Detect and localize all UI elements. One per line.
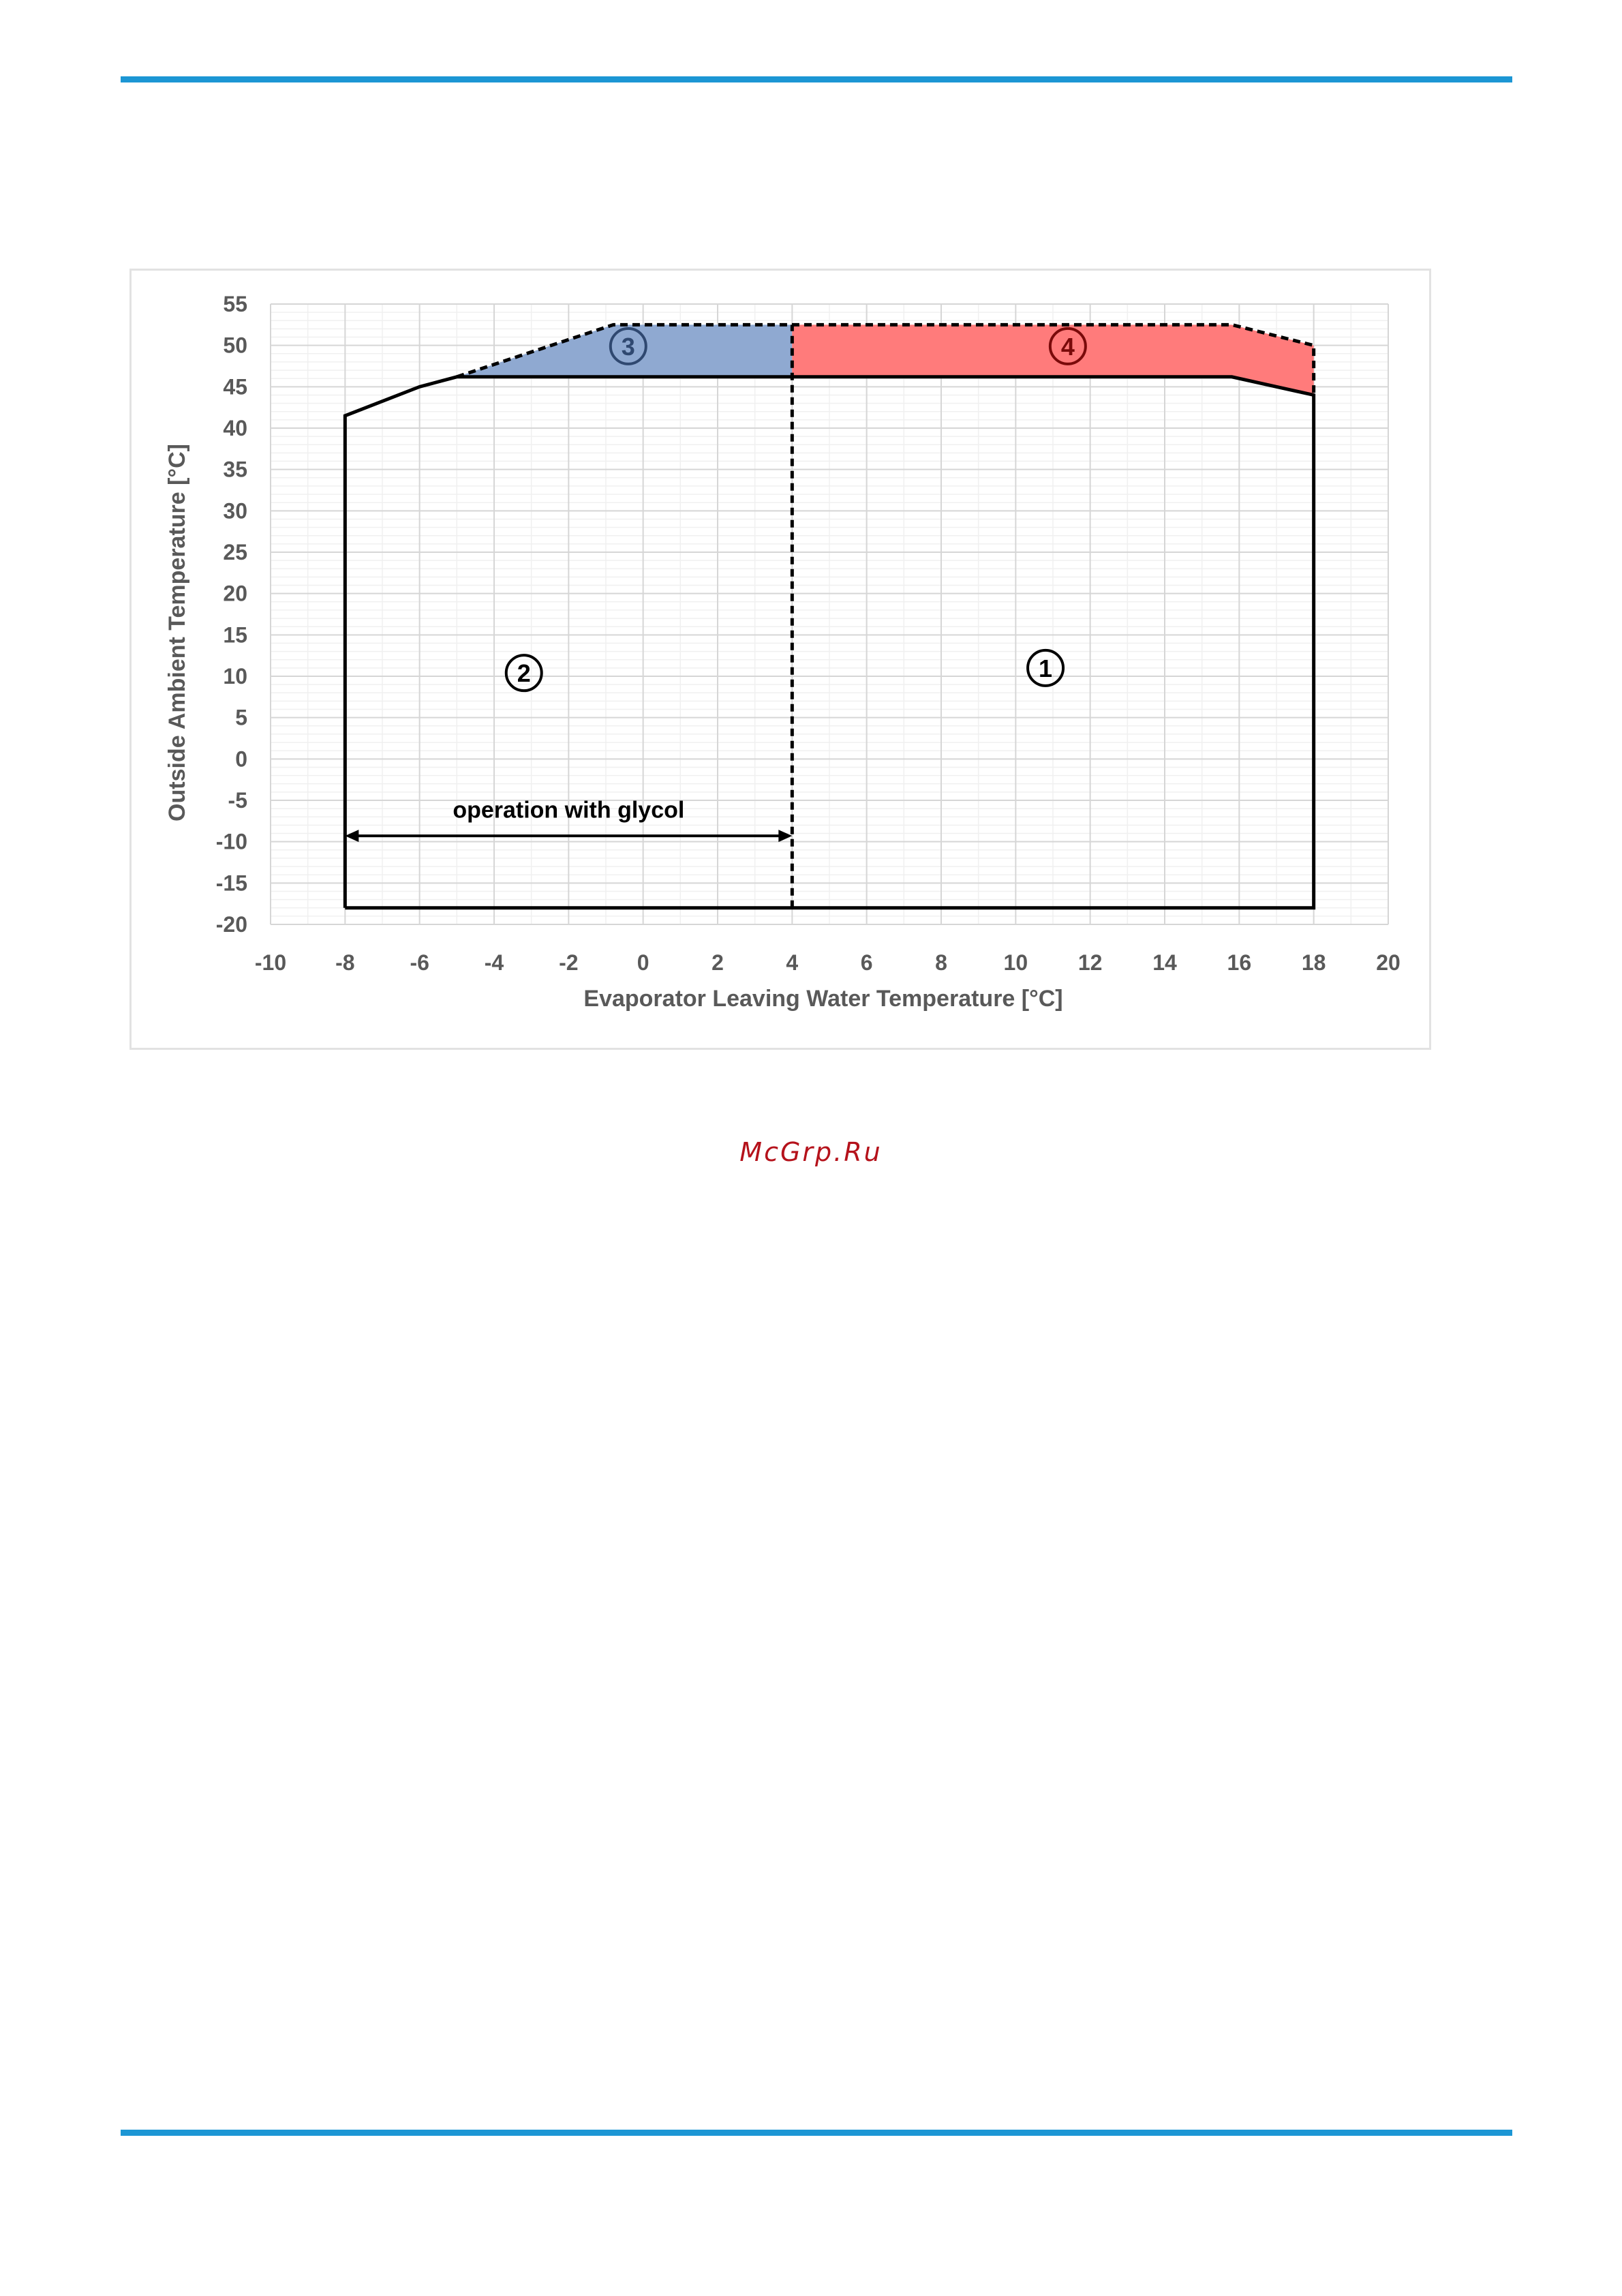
y-tick-label: 15: [223, 622, 247, 647]
y-tick-label: -5: [228, 788, 247, 813]
x-tick-label: 12: [1078, 950, 1103, 975]
y-tick-label: -20: [216, 912, 247, 937]
x-tick-label: -4: [485, 950, 504, 975]
x-tick-label: 4: [786, 950, 798, 975]
y-tick-label: -15: [216, 871, 247, 895]
region-4-label: 4: [1061, 333, 1075, 361]
y-tick-label: 25: [223, 540, 247, 564]
x-axis-label: Evaporator Leaving Water Temperature [°C…: [583, 986, 1062, 1012]
y-tick-label: 5: [235, 706, 247, 730]
x-tick-label: -2: [559, 950, 578, 975]
y-tick-label: 40: [223, 416, 247, 440]
region-1-marker-circle: [1026, 648, 1065, 687]
watermark-text: McGrp.Ru: [739, 1137, 883, 1167]
region-4-fill: [792, 324, 1314, 395]
region-1-label: 1: [1039, 654, 1052, 682]
y-tick-label: 50: [223, 333, 247, 358]
bottom-blue-rule: [121, 2130, 1512, 2136]
x-tick-label: 18: [1302, 950, 1326, 975]
x-tick-label: 8: [935, 950, 947, 975]
x-tick-label: -10: [255, 950, 286, 975]
y-axis-label: Outside Ambient Temperature [°C]: [164, 444, 190, 821]
arrow-head-right: [778, 830, 793, 843]
y-tick-label: 0: [235, 746, 247, 771]
y-tick-label: 45: [223, 374, 247, 399]
y-tick-label: 55: [223, 292, 247, 316]
region-4-marker-circle: [1048, 327, 1087, 365]
y-tick-label: 30: [223, 498, 247, 523]
y-tick-label: 20: [223, 581, 247, 606]
x-tick-label: -8: [335, 950, 354, 975]
y-tick-label: -10: [216, 830, 247, 854]
x-tick-label: 14: [1152, 950, 1177, 975]
region-2-marker-circle: [504, 654, 543, 693]
dashed-boundary-line: [456, 322, 1316, 395]
x-tick-label: 2: [711, 950, 724, 975]
region-3-marker-circle: [609, 327, 647, 365]
envelope-boundary-line: [343, 375, 1316, 910]
top-blue-rule: [121, 76, 1512, 82]
chart-svg: operation with glycol 123 4 -10 -8 -6 -4 -2 0 2…: [164, 292, 1401, 1012]
region-2-label: 2: [517, 659, 531, 687]
glycol-annotation-label: operation with glycol: [453, 797, 684, 823]
x-tick-label: 20: [1376, 950, 1401, 975]
x-tick-label: 10: [1004, 950, 1028, 975]
region-3-fill: [457, 324, 793, 377]
arrow-head-left: [345, 830, 359, 843]
x-tick-label: -6: [410, 950, 429, 975]
x-tick-label: 6: [861, 950, 873, 975]
x-tick-label: 0: [637, 950, 649, 975]
y-tick-label: 10: [223, 664, 247, 689]
y-tick-label: 35: [223, 457, 247, 482]
region-3-label: 3: [622, 333, 635, 361]
x-tick-label: 16: [1227, 950, 1252, 975]
